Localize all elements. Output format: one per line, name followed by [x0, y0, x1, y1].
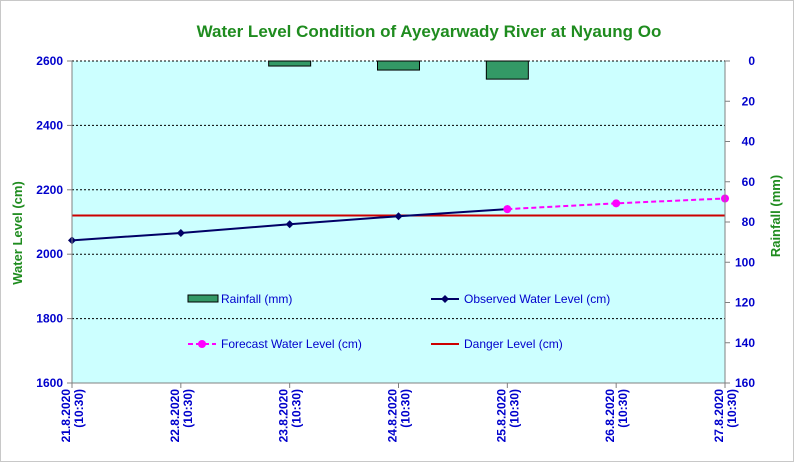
x-tick-label: 25.8.2020 (10:30)	[494, 389, 521, 443]
x-tick-label-date: 23.8.2020	[277, 389, 291, 443]
y-tick-label-left: 1600	[36, 376, 63, 390]
legend-marker	[441, 295, 449, 303]
legend-label: Rainfall (mm)	[221, 292, 292, 306]
y-tick-label-right: 160	[735, 376, 755, 390]
x-tick-label-date: 26.8.2020	[603, 389, 617, 443]
y-tick-label-right: 80	[742, 215, 756, 229]
legend-swatch-rainfall	[187, 294, 219, 303]
legend-label: Danger Level (cm)	[464, 337, 563, 351]
rainfall-bars	[268, 60, 529, 80]
forecast-point	[503, 205, 512, 214]
x-tick-label: 21.8.2020 (10:30)	[59, 389, 86, 443]
rainfall-bar	[377, 60, 420, 71]
y-tick-label-right: 140	[735, 336, 755, 350]
observed-point	[394, 212, 403, 221]
y-tick-label-left: 2400	[36, 118, 63, 132]
legend-label: Observed Water Level (cm)	[464, 292, 610, 306]
y-tick-label-right: 120	[735, 296, 755, 310]
x-tick-label: 27.8.2020 (10:30)	[712, 389, 739, 443]
observed-point	[285, 220, 294, 229]
x-tick-label: 26.8.2020 (10:30)	[603, 389, 630, 443]
x-tick-label-time: (10:30)	[616, 389, 630, 428]
x-tick-label-time: (10:30)	[725, 389, 739, 428]
forecast-point	[612, 199, 621, 208]
x-tick-label-date: 21.8.2020	[59, 389, 73, 443]
x-axis-ticks: 21.8.2020 (10:30) 22.8.2020 (10:30) 23.8.202…	[59, 383, 739, 442]
y-tick-label-right: 100	[735, 255, 755, 269]
y-tick-label-left: 1800	[36, 312, 63, 326]
x-tick-label-date: 25.8.2020	[494, 389, 508, 443]
legend-marker	[198, 340, 206, 348]
y-axis-label-right: Rainfall (mm)	[768, 175, 783, 257]
water-level-lines	[68, 194, 729, 245]
y-tick-label-right: 60	[742, 175, 756, 189]
observed-point	[176, 228, 185, 237]
x-tick-label: 22.8.2020 (10:30)	[168, 389, 195, 443]
y-tick-label-left: 2600	[36, 54, 63, 68]
right-axis-ticks: 0 20 40 60 80 100 120 140 160	[725, 54, 755, 390]
x-tick-label-date: 22.8.2020	[168, 389, 182, 443]
rainfall-bar	[485, 60, 529, 80]
y-tick-label-right: 0	[748, 54, 755, 68]
x-tick-label-date: 24.8.2020	[386, 389, 400, 443]
x-tick-label-time: (10:30)	[72, 389, 86, 428]
legend-label: Forecast Water Level (cm)	[221, 337, 362, 351]
x-tick-label: 23.8.2020 (10:30)	[277, 389, 304, 443]
x-tick-label-time: (10:30)	[507, 389, 521, 428]
plot-area	[72, 61, 725, 383]
x-tick-label: 24.8.2020 (10:30)	[386, 389, 413, 443]
x-tick-label-time: (10:30)	[290, 389, 304, 428]
grid-lines	[72, 60, 725, 320]
legend: Rainfall (mm) Observed Water Level (cm) Fo…	[187, 292, 610, 351]
y-axis-label-left: Water Level (cm)	[10, 181, 25, 285]
rainfall-bar	[268, 60, 312, 67]
x-tick-label-date: 27.8.2020	[712, 389, 726, 443]
y-tick-label-left: 2200	[36, 183, 63, 197]
chart-title: Water Level Condition of Ayeyarwady Rive…	[197, 22, 662, 41]
y-tick-label-left: 2000	[36, 247, 63, 261]
left-axis-ticks: 1600 1800 2000 2200 2400 2600	[36, 54, 72, 390]
x-tick-label-time: (10:30)	[181, 389, 195, 428]
x-tick-label-time: (10:30)	[399, 389, 413, 428]
y-tick-label-right: 40	[742, 135, 756, 149]
y-tick-label-right: 20	[742, 94, 756, 108]
